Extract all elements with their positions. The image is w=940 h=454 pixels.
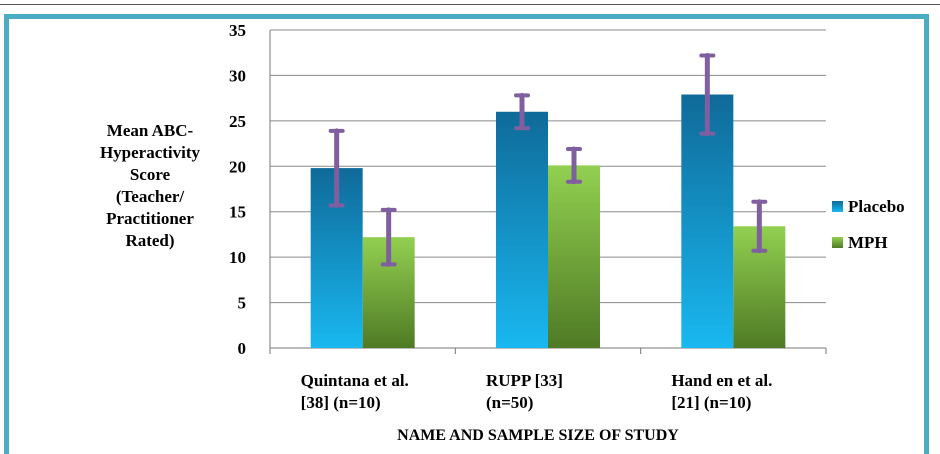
legend-label-mph: MPH [848, 233, 888, 252]
x-tick-label: Hand en et al. [21] (n=10) [671, 371, 772, 412]
x-tick-label: Quintana et al. [38] (n=10) [301, 371, 409, 412]
y-tick-label: 20 [229, 157, 246, 176]
y-tick-label: 30 [229, 66, 246, 85]
legend-swatch-placebo [832, 201, 843, 212]
y-tick-label: 10 [229, 248, 246, 267]
bar-mph-2 [548, 165, 600, 348]
y-tick-label: 15 [229, 203, 246, 222]
bar-placebo-2 [496, 111, 548, 349]
legend-label-placebo: Placebo [848, 197, 905, 216]
y-tick-label: 5 [238, 294, 247, 313]
y-tick-labels: 0 5 10 15 20 25 30 35 [229, 21, 246, 358]
x-axis-label: NAME AND SAMPLE SIZE OF STUDY [397, 427, 679, 444]
error-bars [328, 52, 768, 267]
bar-chart: 0 5 10 15 20 25 30 35 Quintana et al. [38] (n=10… [100, 21, 905, 444]
bars [310, 94, 786, 349]
top-rule [0, 4, 940, 5]
bar-placebo-3 [681, 94, 734, 348]
y-tick-label: 0 [238, 339, 247, 358]
y-tick-label: 25 [229, 112, 246, 131]
y-axis-label-text: Mean ABC-Hyperactivity Score (Teacher/Prac… [100, 121, 201, 250]
legend: Placebo MPH [832, 197, 905, 252]
x-tick-labels: Quintana et al. [38] (n=10) RUPP [33] (n=50… [301, 371, 773, 412]
legend-swatch-mph [832, 237, 843, 248]
x-tick-label: RUPP [33] (n=50) [486, 371, 563, 412]
y-axis-label: Mean ABC-Hyperactivity Score (Teacher/Prac… [100, 121, 201, 250]
y-tick-label: 35 [229, 21, 246, 40]
